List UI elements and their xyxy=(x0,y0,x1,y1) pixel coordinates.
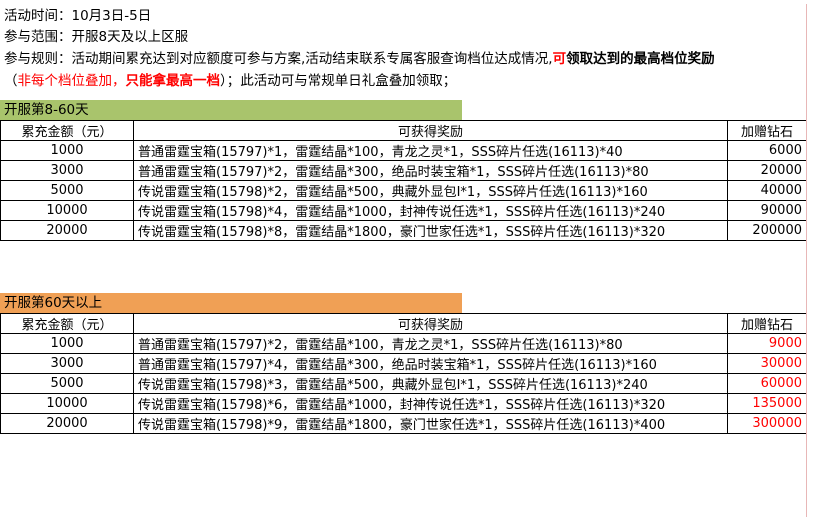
cell-amount: 20000 xyxy=(0,220,134,241)
cell-reward: 普通雷霆宝箱(15797)*1，雷霆结晶*100，青龙之灵*1，SSS碎片任选(… xyxy=(133,140,728,161)
cell-diamond: 6000 xyxy=(727,140,807,161)
activity-rule-paren-open: （ xyxy=(4,73,18,89)
header-diamond: 加赠钻石 xyxy=(727,313,807,334)
table-row: 3000 普通雷霆宝箱(15797)*4，雷霆结晶*300，绝品时装宝箱*1，S… xyxy=(0,353,807,374)
cell-diamond: 30000 xyxy=(727,353,807,374)
table-row: 1000 普通雷霆宝箱(15797)*1，雷霆结晶*100，青龙之灵*1，SSS… xyxy=(0,140,807,161)
cell-reward: 传说雷霆宝箱(15798)*6，雷霆结晶*1000，封神传说任选*1，SSS碎片… xyxy=(133,393,728,414)
print-margin-guide xyxy=(806,4,807,517)
table-row: 1000 普通雷霆宝箱(15797)*2，雷霆结晶*100，青龙之灵*1，SSS… xyxy=(0,333,807,354)
activity-rule-highlight-bold: 领取达到的最高档位奖励 xyxy=(566,51,715,67)
cell-diamond: 200000 xyxy=(727,220,807,241)
activity-time-line: 活动时间：10月3日-5日 xyxy=(4,6,820,27)
cell-diamond: 9000 xyxy=(727,333,807,354)
cell-amount: 5000 xyxy=(0,180,134,201)
activity-rule-line-1: 参与规则：活动期间累充达到对应额度可参与方案,活动结束联系专属客服查询档位达成情… xyxy=(4,48,820,70)
cell-amount: 1000 xyxy=(0,333,134,354)
cell-diamond: 20000 xyxy=(727,160,807,181)
cell-amount: 20000 xyxy=(0,413,134,434)
activity-intro: 活动时间：10月3日-5日 参与范围：开服8天及以上区服 参与规则：活动期间累充… xyxy=(0,0,820,92)
cell-amount: 5000 xyxy=(0,373,134,394)
cell-amount: 10000 xyxy=(0,393,134,414)
cell-diamond: 90000 xyxy=(727,200,807,221)
reward-table-tier2: 累充金额（元） 可获得奖励 加赠钻石 1000 普通雷霆宝箱(15797)*2，… xyxy=(0,313,807,434)
activity-rule-label: 参与规则： xyxy=(4,51,72,67)
activity-rule-text-1: 活动期间累充达到对应额度可参与方案,活动结束联系专属客服查询档位达成情况, xyxy=(71,51,553,67)
cell-amount: 3000 xyxy=(0,353,134,374)
reward-table-tier1: 累充金额（元） 可获得奖励 加赠钻石 1000 普通雷霆宝箱(15797)*1，… xyxy=(0,120,807,241)
activity-scope-value: 开服8天及以上区服 xyxy=(71,29,189,45)
cell-diamond: 135000 xyxy=(727,393,807,414)
table-header-row: 累充金额（元） 可获得奖励 加赠钻石 xyxy=(0,120,807,141)
cell-diamond: 300000 xyxy=(727,413,807,434)
header-reward: 可获得奖励 xyxy=(133,120,728,141)
cell-reward: 普通雷霆宝箱(15797)*4，雷霆结晶*300，绝品时装宝箱*1，SSS碎片任… xyxy=(133,353,728,374)
cell-reward: 普通雷霆宝箱(15797)*2，雷霆结晶*100，青龙之灵*1，SSS碎片任选(… xyxy=(133,333,728,354)
cell-reward: 传说雷霆宝箱(15798)*4，雷霆结晶*1000，封神传说任选*1，SSS碎片… xyxy=(133,200,728,221)
cell-diamond: 40000 xyxy=(727,180,807,201)
header-diamond: 加赠钻石 xyxy=(727,120,807,141)
cell-amount: 3000 xyxy=(0,160,134,181)
header-amount: 累充金额（元） xyxy=(0,120,134,141)
table-row: 20000 传说雷霆宝箱(15798)*9，雷霆结晶*1800，豪门世家任选*1… xyxy=(0,413,807,434)
cell-reward: 传说雷霆宝箱(15798)*2，雷霆结晶*500，典藏外显包I*1，SSS碎片任… xyxy=(133,180,728,201)
table-row: 20000 传说雷霆宝箱(15798)*8，雷霆结晶*1800，豪门世家任选*1… xyxy=(0,220,807,241)
cell-reward: 传说雷霆宝箱(15798)*3，雷霆结晶*500，典藏外显包I*1，SSS碎片任… xyxy=(133,373,728,394)
activity-rule-paren-close: ）； xyxy=(220,73,241,89)
cell-amount: 10000 xyxy=(0,200,134,221)
activity-rule-highlight-red: 可 xyxy=(552,51,567,67)
activity-rule-red-note: 非每个档位叠加， xyxy=(17,73,126,89)
cell-reward: 传说雷霆宝箱(15798)*9，雷霆结晶*1800，豪门世家任选*1，SSS碎片… xyxy=(133,413,728,434)
table-header-row: 累充金额（元） 可获得奖励 加赠钻石 xyxy=(0,313,807,334)
activity-scope-line: 参与范围：开服8天及以上区服 xyxy=(4,27,820,48)
activity-time-value: 10月3日-5日 xyxy=(71,8,152,24)
header-reward: 可获得奖励 xyxy=(133,313,728,334)
activity-time-label: 活动时间： xyxy=(4,8,72,24)
section-banner-tier2: 开服第60天以上 xyxy=(0,293,462,313)
table-row: 10000 传说雷霆宝箱(15798)*6，雷霆结晶*1000，封神传说任选*1… xyxy=(0,393,807,414)
activity-rule-red-bold-note: 只能拿最高一档 xyxy=(125,73,221,89)
activity-rule-text-3: 此活动可与常规单日礼盒叠加领取； xyxy=(240,73,457,89)
table-row: 3000 普通雷霆宝箱(15797)*2，雷霆结晶*300，绝品时装宝箱*1，S… xyxy=(0,160,807,181)
cell-amount: 1000 xyxy=(0,140,134,161)
section-banner-tier1: 开服第8-60天 xyxy=(0,100,462,120)
table-row: 5000 传说雷霆宝箱(15798)*2，雷霆结晶*500，典藏外显包I*1，S… xyxy=(0,180,807,201)
header-amount: 累充金额（元） xyxy=(0,313,134,334)
activity-scope-label: 参与范围： xyxy=(4,29,72,45)
section-gap xyxy=(0,241,820,285)
cell-diamond: 60000 xyxy=(727,373,807,394)
table-row: 10000 传说雷霆宝箱(15798)*4，雷霆结晶*1000，封神传说任选*1… xyxy=(0,200,807,221)
cell-reward: 普通雷霆宝箱(15797)*2，雷霆结晶*300，绝品时装宝箱*1，SSS碎片任… xyxy=(133,160,728,181)
activity-rule-line-2: （非每个档位叠加，只能拿最高一档）；此活动可与常规单日礼盒叠加领取； xyxy=(4,70,820,92)
cell-reward: 传说雷霆宝箱(15798)*8，雷霆结晶*1800，豪门世家任选*1，SSS碎片… xyxy=(133,220,728,241)
table-row: 5000 传说雷霆宝箱(15798)*3，雷霆结晶*500，典藏外显包I*1，S… xyxy=(0,373,807,394)
